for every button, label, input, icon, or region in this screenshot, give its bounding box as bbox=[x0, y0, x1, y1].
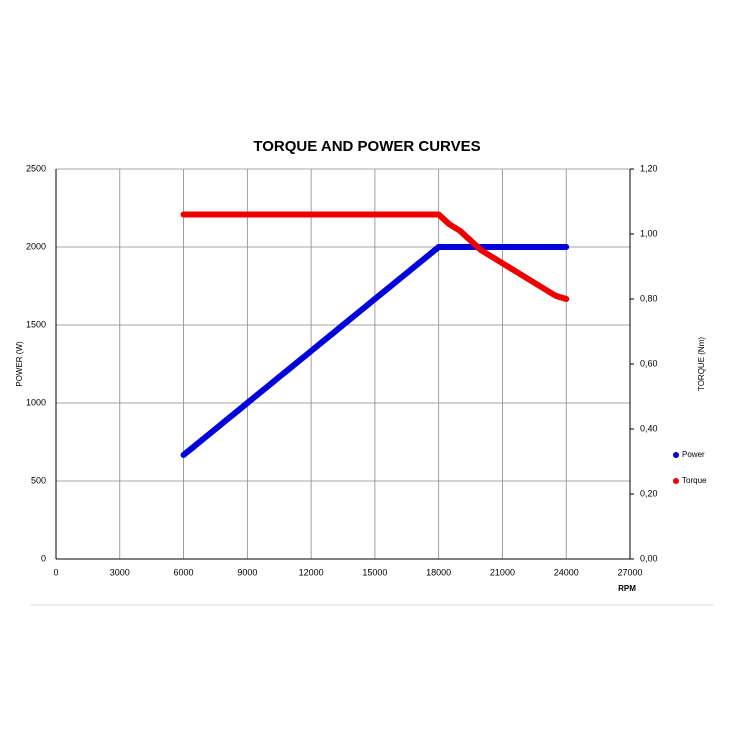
x-tick-label: 0 bbox=[53, 567, 58, 577]
y-tick-label: 2500 bbox=[26, 163, 46, 173]
y2-tick-label: 1,00 bbox=[640, 228, 658, 238]
x-tick-label: 27000 bbox=[617, 567, 642, 577]
x-axis-label: RPM bbox=[618, 584, 636, 593]
y2-axis-label: TORQUE (Nm) bbox=[697, 337, 706, 391]
x-tick-label: 6000 bbox=[174, 567, 194, 577]
x-tick-label: 9000 bbox=[237, 567, 257, 577]
legend-marker bbox=[673, 452, 679, 458]
x-tick-label: 15000 bbox=[362, 567, 387, 577]
chart-title: TORQUE AND POWER CURVES bbox=[253, 138, 480, 155]
y2-tick-label: 0,80 bbox=[640, 293, 658, 303]
y2-tick-label: 0,40 bbox=[640, 423, 658, 433]
x-tick-label: 24000 bbox=[554, 567, 579, 577]
y-tick-label: 2000 bbox=[26, 241, 46, 251]
series-line bbox=[180, 244, 570, 458]
y2-tick-label: 0,60 bbox=[640, 358, 658, 368]
x-tick-label: 18000 bbox=[426, 567, 451, 577]
y2-tick-label: 0,00 bbox=[640, 553, 658, 563]
x-tick-label: 3000 bbox=[110, 567, 130, 577]
series-line bbox=[180, 211, 570, 302]
y2-tick-label: 0,20 bbox=[640, 488, 658, 498]
legend-label: Power bbox=[682, 450, 705, 459]
legend-label: Torque bbox=[682, 476, 707, 485]
y-axis-label: POWER (W) bbox=[15, 341, 24, 387]
y-tick-label: 500 bbox=[31, 475, 46, 485]
y-tick-label: 0 bbox=[41, 553, 46, 563]
x-tick-label: 12000 bbox=[299, 567, 324, 577]
legend-marker bbox=[673, 478, 679, 484]
y2-tick-label: 1,20 bbox=[640, 163, 658, 173]
y-tick-label: 1500 bbox=[26, 319, 46, 329]
y-tick-label: 1000 bbox=[26, 397, 46, 407]
x-tick-label: 21000 bbox=[490, 567, 515, 577]
